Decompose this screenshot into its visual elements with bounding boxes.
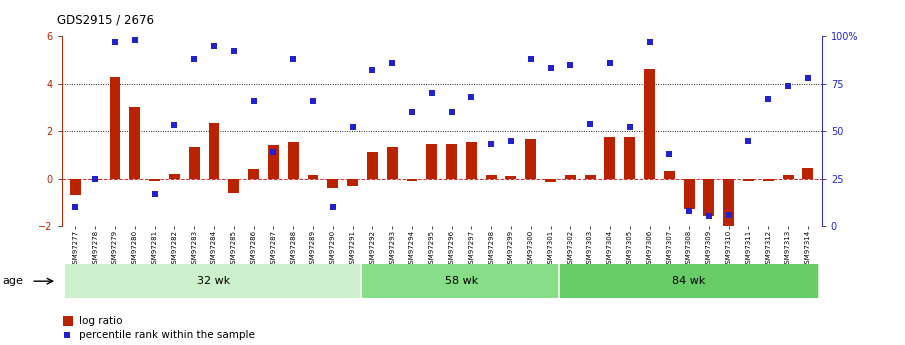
Point bbox=[444, 109, 459, 115]
FancyBboxPatch shape bbox=[361, 261, 562, 302]
Bar bbox=[723, 179, 734, 226]
Bar bbox=[208, 123, 219, 179]
Point bbox=[623, 125, 637, 130]
Point bbox=[603, 60, 617, 66]
Bar bbox=[486, 175, 497, 179]
Point bbox=[306, 98, 320, 104]
Bar bbox=[426, 144, 437, 179]
Point bbox=[643, 39, 657, 45]
Bar bbox=[683, 179, 694, 209]
Bar bbox=[624, 137, 635, 179]
Point bbox=[167, 122, 182, 128]
Bar bbox=[545, 179, 556, 182]
Bar bbox=[63, 316, 72, 326]
Point bbox=[286, 56, 300, 62]
Text: 58 wk: 58 wk bbox=[445, 276, 478, 286]
Bar bbox=[90, 179, 100, 180]
Bar bbox=[348, 179, 358, 186]
Bar bbox=[268, 145, 279, 179]
Point bbox=[187, 56, 202, 62]
Point bbox=[365, 68, 379, 73]
Bar bbox=[308, 175, 319, 179]
Point bbox=[108, 39, 122, 45]
Bar bbox=[328, 179, 338, 188]
Point bbox=[543, 66, 557, 71]
Bar bbox=[386, 147, 397, 179]
Point bbox=[405, 109, 419, 115]
Bar bbox=[110, 77, 120, 179]
Bar bbox=[70, 179, 81, 195]
Bar bbox=[565, 175, 576, 179]
Point bbox=[563, 62, 577, 67]
Point bbox=[424, 90, 439, 96]
Point bbox=[385, 60, 399, 66]
Text: 32 wk: 32 wk bbox=[197, 276, 231, 286]
Point bbox=[266, 149, 281, 155]
Bar bbox=[605, 137, 615, 179]
Point bbox=[761, 96, 776, 101]
Point bbox=[464, 94, 479, 100]
Point bbox=[523, 56, 538, 62]
FancyBboxPatch shape bbox=[559, 261, 819, 302]
Bar bbox=[288, 142, 299, 179]
Bar bbox=[644, 69, 655, 179]
Point bbox=[246, 98, 261, 104]
Point bbox=[206, 43, 221, 48]
Bar bbox=[189, 147, 200, 179]
Bar bbox=[466, 142, 477, 179]
Point bbox=[701, 214, 716, 219]
Point bbox=[662, 151, 677, 157]
Point bbox=[721, 212, 736, 217]
Point bbox=[148, 191, 162, 197]
Text: 84 wk: 84 wk bbox=[672, 276, 706, 286]
Bar bbox=[743, 179, 754, 181]
Bar bbox=[149, 179, 160, 181]
Point bbox=[801, 75, 815, 81]
Point bbox=[681, 208, 696, 214]
Bar bbox=[228, 179, 239, 193]
Bar bbox=[664, 171, 675, 179]
Point bbox=[781, 83, 795, 88]
Text: percentile rank within the sample: percentile rank within the sample bbox=[79, 330, 255, 339]
Bar bbox=[763, 179, 774, 181]
Bar bbox=[703, 179, 714, 217]
Bar bbox=[367, 152, 377, 179]
Bar bbox=[406, 179, 417, 181]
Bar bbox=[248, 169, 259, 179]
Point bbox=[583, 121, 597, 126]
Point bbox=[68, 204, 82, 210]
Text: age: age bbox=[3, 276, 24, 286]
Bar bbox=[525, 139, 536, 179]
Point bbox=[128, 37, 142, 43]
Point bbox=[504, 138, 519, 144]
Point bbox=[226, 49, 241, 54]
Bar bbox=[446, 144, 457, 179]
Point bbox=[484, 141, 499, 147]
Point bbox=[741, 138, 756, 144]
Point bbox=[326, 204, 340, 210]
Text: GDS2915 / 2676: GDS2915 / 2676 bbox=[57, 14, 154, 27]
Bar bbox=[783, 175, 794, 179]
Bar bbox=[169, 174, 180, 179]
Text: log ratio: log ratio bbox=[79, 316, 122, 326]
Bar bbox=[506, 176, 517, 179]
Bar bbox=[803, 168, 814, 179]
Bar bbox=[585, 175, 595, 179]
Bar bbox=[129, 107, 140, 179]
Point bbox=[88, 176, 102, 181]
FancyBboxPatch shape bbox=[64, 261, 364, 302]
Point bbox=[346, 125, 360, 130]
Point bbox=[264, 262, 279, 268]
